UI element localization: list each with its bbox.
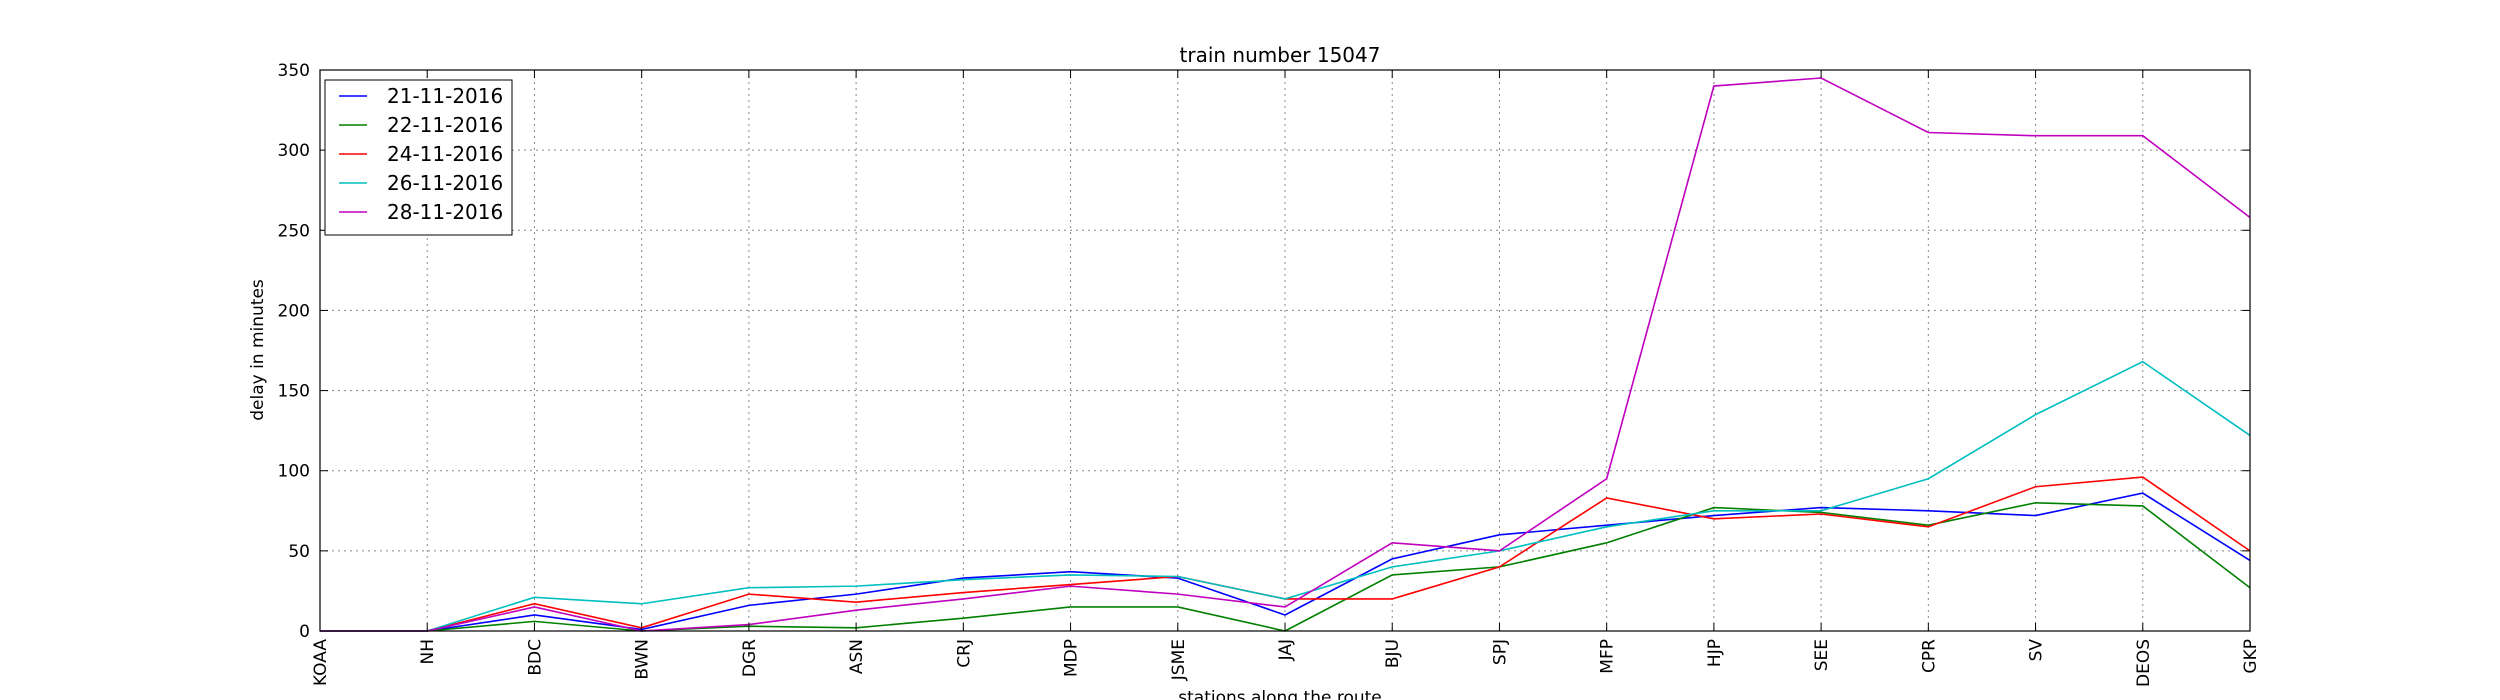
x-tick-label: HJP bbox=[1705, 639, 1725, 667]
y-tick-label: 100 bbox=[278, 462, 310, 482]
x-tick-label: GKP bbox=[2241, 639, 2261, 674]
series-line bbox=[320, 360, 2251, 632]
x-tick-label: KOAA bbox=[311, 639, 331, 686]
x-tick-label: SEE bbox=[1812, 639, 1832, 671]
x-axis-title: stations along the route bbox=[1178, 688, 1382, 700]
y-tick-label: 350 bbox=[278, 61, 310, 81]
y-axis-title: delay in minutes bbox=[248, 279, 268, 421]
legend-label: 26-11-2016 bbox=[387, 171, 503, 195]
x-tick-label: BDC bbox=[525, 639, 545, 676]
x-tick-label: DGR bbox=[740, 639, 760, 677]
x-tick-label: MDP bbox=[1062, 639, 1082, 677]
x-tick-label: JSME bbox=[1169, 639, 1189, 681]
legend-box bbox=[324, 79, 513, 236]
x-tick-label: BJU bbox=[1383, 639, 1403, 668]
x-tick-label: CRJ bbox=[954, 639, 974, 668]
y-tick-label: 0 bbox=[299, 622, 310, 642]
y-tick-label: 150 bbox=[278, 382, 310, 402]
x-axis-ticks: KOAA NH BDC BWN DGR ASN CRJ MDP JSME JAJ BJU SPJ MFP… bbox=[311, 70, 2261, 687]
y-axis-ticks: 0 50 100 150 200 250 300 350 bbox=[278, 61, 2250, 642]
x-tick-label: SPJ bbox=[1490, 639, 1510, 665]
x-tick-label: NH bbox=[418, 639, 438, 665]
series-line bbox=[320, 476, 2251, 632]
x-tick-label: ASN bbox=[847, 639, 867, 674]
y-tick-label: 250 bbox=[278, 221, 310, 241]
legend-label: 22-11-2016 bbox=[387, 113, 503, 137]
legend: 21-11-2016 22-11-2016 24-11-2016 26-11-2016… bbox=[324, 79, 513, 236]
y-tick-label: 200 bbox=[278, 301, 310, 321]
legend-label: 21-11-2016 bbox=[387, 84, 503, 108]
x-tick-label: BWN bbox=[633, 639, 653, 680]
x-tick-label: SV bbox=[2027, 639, 2047, 662]
x-tick-label: CPR bbox=[1919, 639, 1939, 673]
chart-title: train number 15047 bbox=[1180, 43, 1381, 67]
y-tick-label: 50 bbox=[288, 542, 310, 562]
grid bbox=[319, 69, 2251, 632]
x-tick-label: MFP bbox=[1598, 639, 1618, 674]
x-tick-label: DEOS bbox=[2134, 639, 2154, 687]
legend-label: 28-11-2016 bbox=[387, 200, 503, 224]
x-tick-label: JAJ bbox=[1276, 639, 1296, 661]
y-tick-label: 300 bbox=[278, 141, 310, 161]
legend-label: 24-11-2016 bbox=[387, 142, 503, 166]
